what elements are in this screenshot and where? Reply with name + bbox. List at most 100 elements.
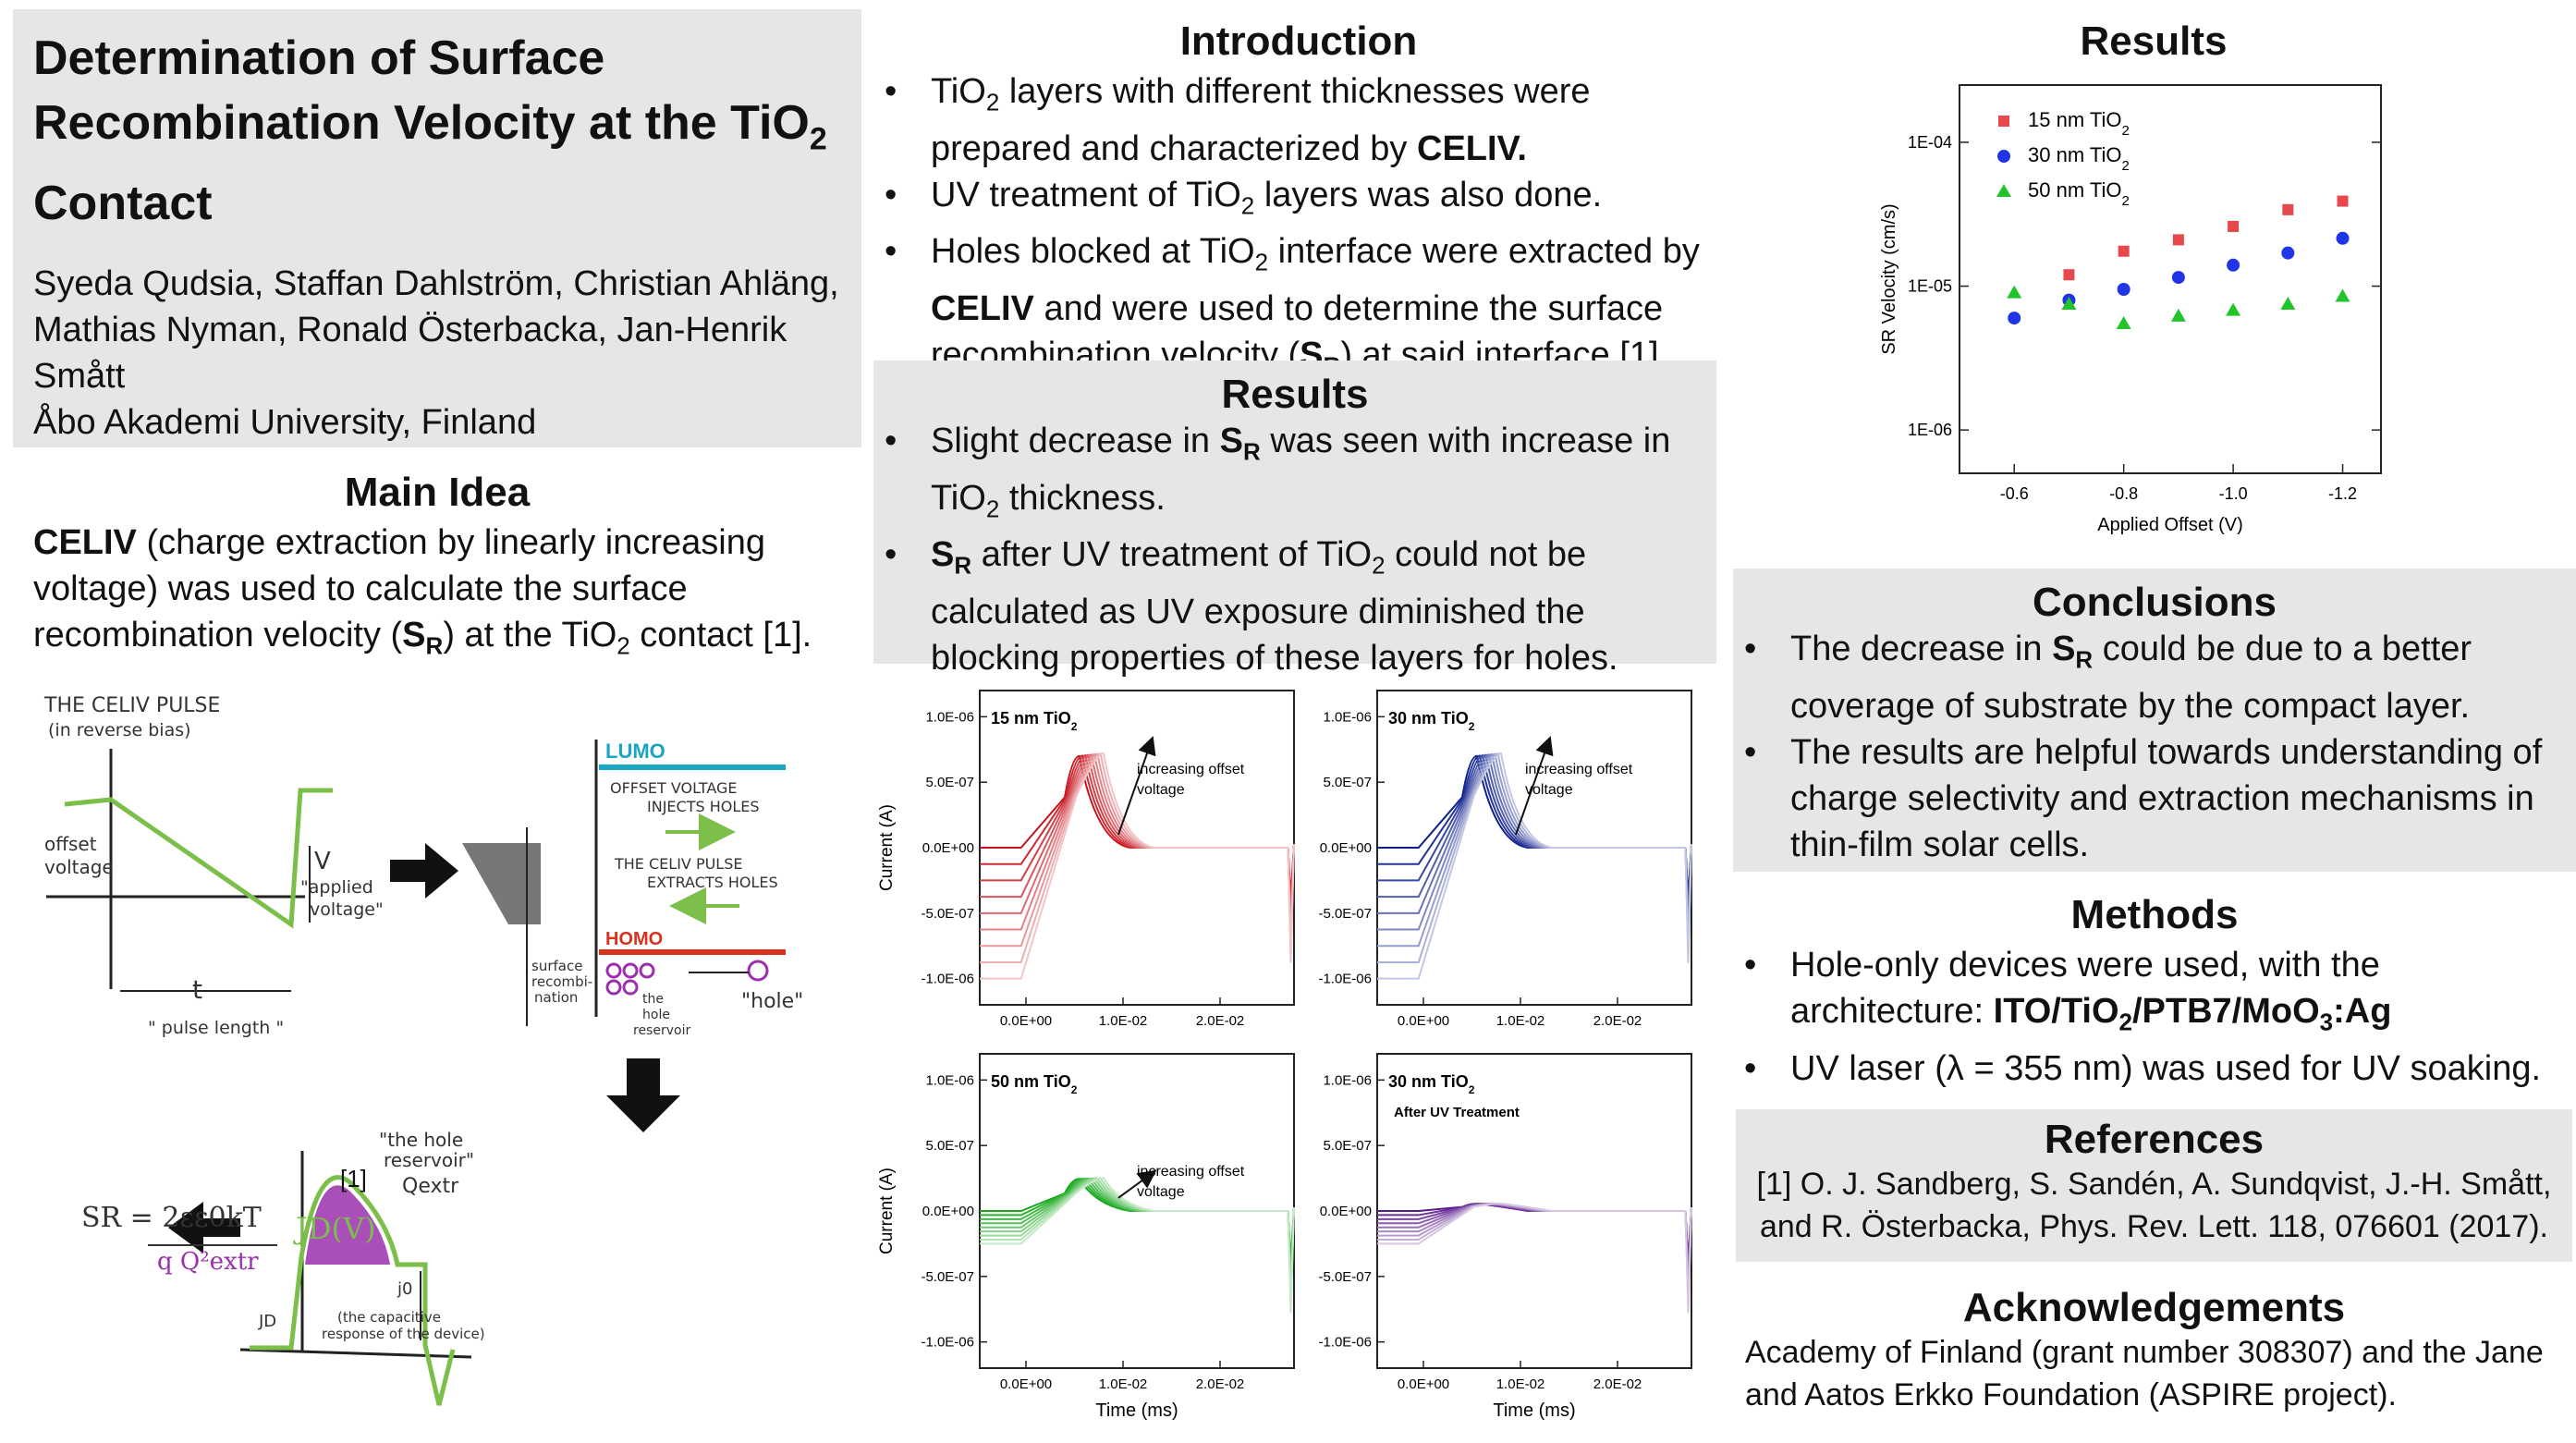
q-extr-area [305,1185,390,1265]
transient-curve [980,1177,1295,1314]
offset-arrow [1117,736,1156,836]
results-right-section: Results [1738,18,2570,65]
main-idea-section: Main Idea CELIV (charge extraction by li… [13,470,861,669]
x-tick-label: -1.0 [2219,484,2248,503]
conclusions-list: The decrease in SR could be due to a bet… [1733,626,2576,868]
y-tick-label: 1E-04 [1908,133,1952,152]
pulse-curve [64,788,333,929]
transient-curve [980,753,1295,923]
sr-equation-block: [1] SR = 2εε0kT q Q²extr JD(V) [55,1165,425,1313]
data-point [2118,245,2130,257]
transient-curve [980,752,1295,980]
arrow-label: increasing offset [1137,762,1245,777]
data-point [2228,220,2240,232]
x-tick-label: 2.0E-02 [1593,1376,1642,1392]
v-label: V [314,848,331,875]
panel-2: 1.0E-06 5.0E-07 0.0E+00 -5.0E-07 -1.0E-06 0.0… [1318,690,1692,1029]
panel-1: 1.0E-06 5.0E-07 0.0E+00 -5.0E-07 -1.0E-06 0.0… [877,690,1295,1029]
conclusions-heading: Conclusions [2032,580,2277,625]
svg-text:EXTRACTS HOLES: EXTRACTS HOLES [647,874,778,891]
panel-subtitle: After UV Treatment [1394,1105,1520,1120]
svg-text:"the hole: "the hole [379,1129,463,1151]
data-point [2007,285,2022,299]
offset-arrow [1117,1169,1157,1199]
y-tick-label: -1.0E-06 [1318,972,1372,987]
data-point [2063,269,2075,281]
plot-frame [1959,84,2382,474]
y-tick-label: -5.0E-07 [1318,906,1372,922]
surface-label: surface [531,958,582,974]
legend-marker [1998,116,2009,127]
arrow-down-icon [606,1058,680,1132]
y-tick-label: 0.0E+00 [922,840,974,856]
data-point [2281,246,2295,260]
data-point [2227,258,2240,272]
eq-denominator: q Q²extr [157,1248,259,1276]
y-axis-label: Current (A) [877,1168,897,1254]
y-tick-label: 1E-06 [1908,421,1952,439]
transient-curve [980,754,1295,914]
pulse-title: THE CELIV PULSE [43,694,220,717]
introduction-heading: Introduction [1179,18,1418,64]
transient-curve [980,753,1295,931]
list-item: SR after UV treatment of TiO2 could not … [885,532,1716,681]
x-tick-label: 0.0E+00 [1398,1376,1449,1392]
svg-text:hole: hole [642,1008,670,1022]
y-tick-label: 5.0E-07 [1323,1138,1372,1154]
arrow-label: increasing offset [1525,762,1633,777]
list-item: Slight decrease in SR was seen with incr… [885,418,1716,532]
pulse-length-label: " pulse length " [148,1018,284,1038]
data-point [2280,296,2296,310]
data-point [2061,296,2077,310]
transient-curve [980,752,1295,948]
svg-text:INJECTS HOLES: INJECTS HOLES [647,798,760,815]
x-axis-label: Time (ms) [1493,1400,1575,1421]
results-mid-heading: Results [1221,372,1369,417]
arrow-right-icon [390,843,458,899]
arrow-left-icon [168,1202,240,1253]
title-box: Determination of Surface Recombination V… [13,9,861,447]
y-tick-label: 5.0E-07 [925,1138,974,1154]
y-tick-label: -1.0E-06 [921,972,974,987]
svg-text:JD: JD [258,1312,276,1331]
data-point [2336,231,2350,245]
results-mid-list: Slight decrease in SR was seen with incr… [873,418,1716,681]
transient-curve [1377,752,1692,963]
methods-list: Hole-only devices were used, with the ar… [1733,942,2576,1092]
band-diagram: surface recombi- nation LUMO OFFSET VOLT… [462,740,803,1038]
x-tick-label: 2.0E-02 [1593,1013,1642,1029]
x-tick-label: 0.0E+00 [1000,1376,1052,1392]
svg-text:"hole": "hole" [741,990,803,1013]
data-point [2226,302,2241,316]
x-axis-label: Applied Offset (V) [2097,515,2242,535]
author-list: Syeda Qudsia, Staffan Dahlström, Christi… [33,264,839,396]
data-point [2170,308,2186,322]
svg-text:OFFSET VOLTAGE: OFFSET VOLTAGE [610,779,738,797]
acknowledgements-heading: Acknowledgements [1962,1285,2346,1330]
transient-curve [1377,753,1692,923]
eq-jd: JD(V) [296,1211,376,1246]
data-point [2172,234,2184,246]
transient-curve [1377,1202,1692,1314]
x-tick-label: 1.0E-02 [1496,1376,1545,1392]
applied-label-2: voltage" [310,899,384,920]
panel-4: 1.0E-06 5.0E-07 0.0E+00 -5.0E-07 -1.0E-06 0.0… [1318,1053,1692,1421]
main-idea-heading: Main Idea [344,470,531,515]
data-point [2116,315,2131,329]
x-tick-label: 0.0E+00 [1000,1013,1052,1029]
x-tick-label: 0.0E+00 [1398,1013,1449,1029]
x-tick-label: -0.6 [2000,484,2029,503]
arrow-label: increasing offset [1137,1164,1245,1180]
list-item: TiO2 layers with different thicknesses w… [885,68,1724,172]
results-mid-section: Results Slight decrease in SR was seen w… [873,361,1716,678]
svg-text:reservoir": reservoir" [384,1149,474,1171]
transient-curve [1377,752,1692,980]
data-point [2282,203,2294,215]
affiliation: Åbo Akademi University, Finland [33,403,537,442]
transient-curve [1377,753,1692,931]
conclusions-section: Conclusions The decrease in SR could be … [1733,569,2576,872]
list-item: The results are helpful towards understa… [1744,729,2559,868]
svg-text:response of the device): response of the device) [322,1326,485,1342]
offset-label: offset [44,833,97,855]
data-point [2008,312,2021,325]
